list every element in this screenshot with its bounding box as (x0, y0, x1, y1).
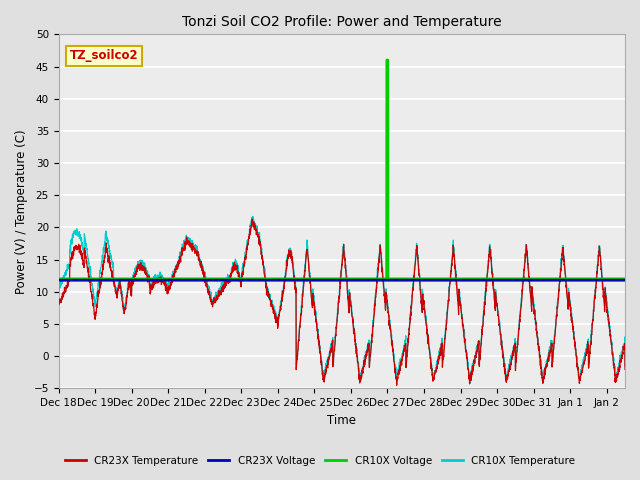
Y-axis label: Power (V) / Temperature (C): Power (V) / Temperature (C) (15, 129, 28, 294)
Legend: CR23X Temperature, CR23X Voltage, CR10X Voltage, CR10X Temperature: CR23X Temperature, CR23X Voltage, CR10X … (61, 452, 579, 470)
Title: Tonzi Soil CO2 Profile: Power and Temperature: Tonzi Soil CO2 Profile: Power and Temper… (182, 15, 502, 29)
Text: TZ_soilco2: TZ_soilco2 (70, 49, 139, 62)
X-axis label: Time: Time (327, 414, 356, 427)
